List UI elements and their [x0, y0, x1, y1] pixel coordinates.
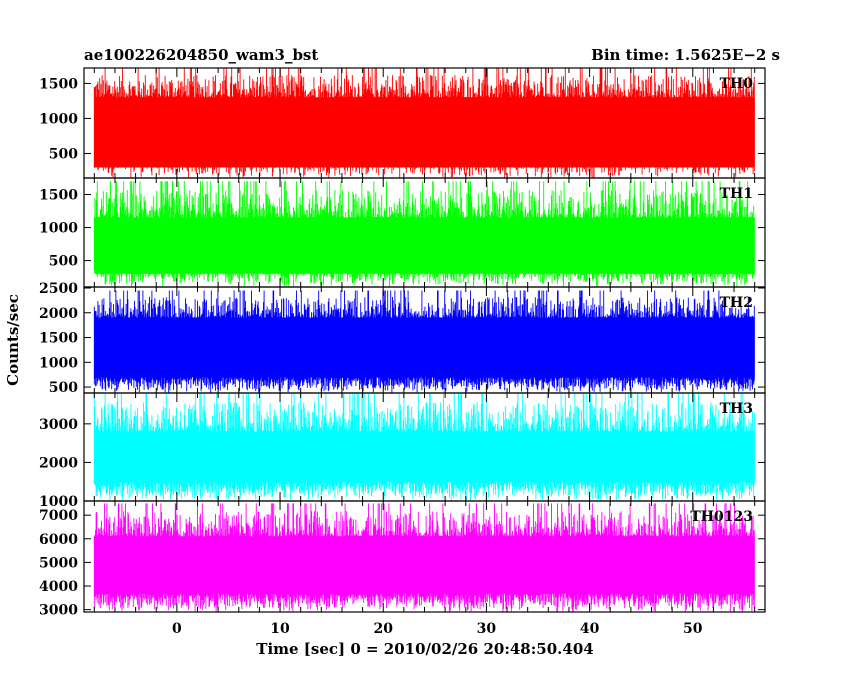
- y-tick-label: 1000: [39, 355, 78, 371]
- y-tick-label: 1500: [39, 331, 78, 347]
- panels-group: 500 1000 1500 TH0 500 1000 1500 TH1 500 1000 1500 2…: [39, 67, 766, 619]
- bin-time-label: Bin time: 1.5625E−2 s: [591, 46, 780, 64]
- panel-label: TH1: [720, 186, 753, 202]
- y-tick-label: 3000: [39, 603, 78, 619]
- y-tick-label: 5000: [39, 555, 78, 571]
- y-tick-label: 1000: [39, 221, 78, 237]
- panel-th1: 500 1000 1500 TH1: [39, 177, 766, 288]
- y-tick-label: 2500: [39, 281, 78, 297]
- panel-label: TH0: [720, 76, 754, 92]
- y-tick-label: 500: [49, 380, 78, 396]
- y-tick-label: 1000: [39, 494, 78, 510]
- y-tick-label: 2000: [39, 306, 78, 322]
- x-tick-label: 0: [172, 621, 182, 637]
- y-tick-label: 2000: [39, 455, 78, 471]
- x-tick-label: 50: [683, 621, 703, 637]
- series-line-th1: [93, 181, 755, 287]
- y-axis-title: Counts/sec: [4, 294, 22, 386]
- panel-th0123: 3000 4000 5000 6000 7000 TH0123: [39, 500, 766, 619]
- chart-title: ae100226204850_wam3_bst: [84, 46, 318, 64]
- x-axis-ticks: 0 10 20 30 40 50: [93, 68, 756, 637]
- series-line-th3: [93, 393, 755, 501]
- y-tick-label: 1500: [39, 76, 78, 92]
- series-line-th2: [93, 290, 755, 393]
- y-tick-label: 1500: [39, 188, 78, 204]
- panel-label: TH3: [720, 401, 753, 417]
- x-tick-label: 40: [580, 621, 600, 637]
- x-tick-label: 30: [477, 621, 497, 637]
- y-tick-label: 6000: [39, 532, 78, 548]
- panel-th2: 500 1000 1500 2000 2500 TH2: [39, 281, 766, 396]
- panel-label: TH0123: [690, 509, 753, 525]
- x-tick-label: 20: [373, 621, 393, 637]
- y-tick-label: 1000: [39, 111, 78, 127]
- panel-th3: 1000 2000 3000 TH3: [39, 392, 766, 510]
- panel-th0: 500 1000 1500 TH0: [39, 67, 766, 179]
- series-line-th0123: [93, 503, 755, 612]
- y-tick-label: 3000: [39, 417, 78, 433]
- y-tick-label: 500: [49, 254, 78, 270]
- y-tick-label: 500: [49, 146, 78, 162]
- x-axis-title: Time [sec] 0 = 2010/02/26 20:48:50.404: [256, 640, 593, 658]
- x-tick-label: 10: [270, 621, 290, 637]
- series-line-th0: [93, 68, 755, 178]
- y-tick-label: 4000: [39, 579, 78, 595]
- panel-label: TH2: [720, 295, 753, 311]
- y-tick-label: 7000: [39, 508, 78, 524]
